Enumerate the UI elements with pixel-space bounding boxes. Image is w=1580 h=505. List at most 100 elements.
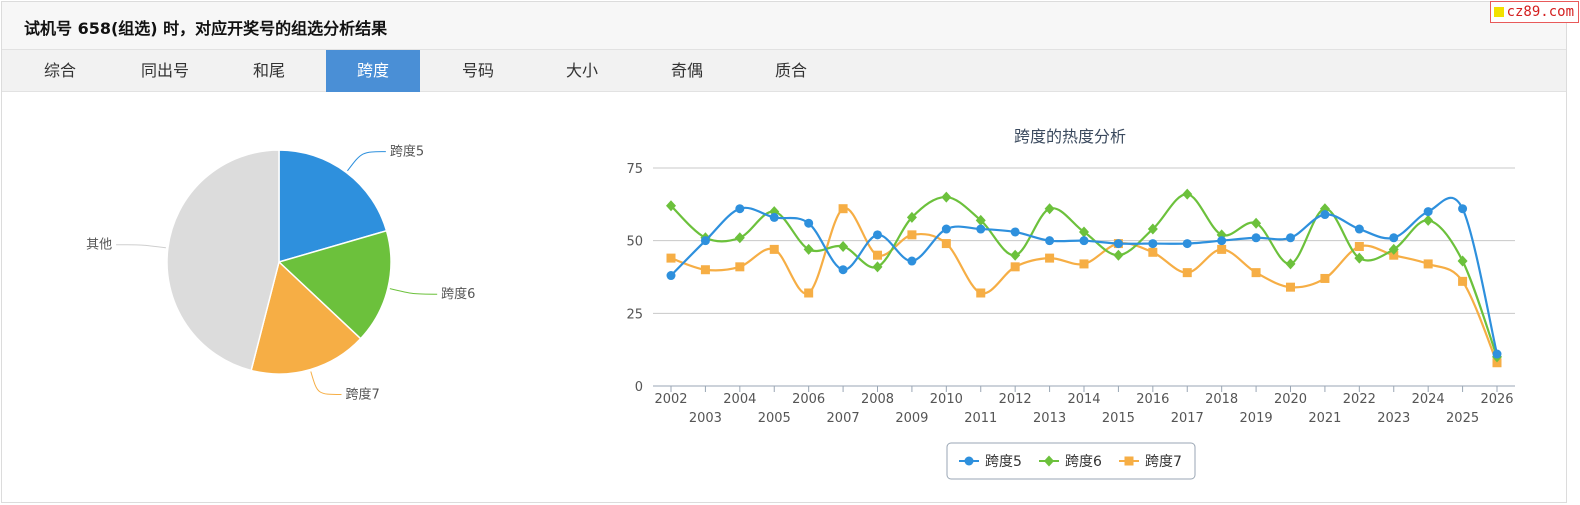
tab-numbers[interactable]: 号码 <box>461 61 494 80</box>
data-point <box>941 191 952 203</box>
data-point <box>1147 223 1158 235</box>
data-point <box>1251 217 1262 229</box>
data-point <box>976 224 986 234</box>
watermark-text: cz89.com <box>1506 4 1574 20</box>
panel-header: 试机号 658(组选) 时，对应开奖号的组选分析结果 <box>2 2 1566 50</box>
x-tick-label: 2020 <box>1274 392 1307 407</box>
data-point <box>1079 236 1089 246</box>
data-point <box>907 256 917 266</box>
data-point <box>1285 258 1296 270</box>
data-point <box>838 265 848 275</box>
legend-item: 跨度7 <box>1119 454 1182 470</box>
y-tick-label: 75 <box>626 162 643 177</box>
legend-label: 跨度5 <box>985 454 1022 470</box>
data-point <box>838 240 849 252</box>
data-point <box>666 200 676 212</box>
data-point <box>1389 250 1399 260</box>
data-point <box>700 265 710 275</box>
data-point <box>1320 273 1330 283</box>
pie-label-connector <box>389 288 438 295</box>
series-group <box>666 204 1502 368</box>
x-tick-label: 2026 <box>1480 392 1513 407</box>
x-tick-label: 2016 <box>1136 392 1169 407</box>
y-tick-label: 25 <box>626 307 643 322</box>
legend-label: 跨度7 <box>1145 454 1182 470</box>
data-point <box>1286 282 1295 292</box>
data-point <box>1354 241 1364 251</box>
pie-label-connector <box>347 151 386 172</box>
tab-big-small[interactable]: 大小 <box>565 61 598 80</box>
x-tick-label: 2011 <box>964 411 997 426</box>
data-point <box>735 204 745 214</box>
x-tick-label: 2003 <box>689 411 722 426</box>
span-pie-chart: 跨度5 跨度6 跨度7 其他 <box>86 144 475 403</box>
data-point <box>976 288 986 298</box>
span-heat-line-chart: 跨度的热度分析025507520022003200420052006200720… <box>626 127 1515 480</box>
data-point <box>1217 236 1227 246</box>
data-point <box>872 261 883 273</box>
data-point <box>734 232 745 244</box>
tab-bar: 综合 同出号 和尾 跨度 号码 大小 奇偶 质合 <box>2 50 1566 92</box>
data-point <box>1010 249 1021 261</box>
data-point <box>1492 358 1502 368</box>
x-tick-label: 2002 <box>654 392 687 407</box>
data-point <box>1113 239 1123 249</box>
x-tick-label: 2006 <box>792 392 825 407</box>
data-point <box>964 456 974 466</box>
data-point <box>769 212 779 222</box>
x-tick-label: 2004 <box>723 392 756 407</box>
data-point <box>1354 252 1365 264</box>
data-point <box>907 230 917 240</box>
pie-slice-label: 其他 <box>86 238 112 253</box>
tab-span[interactable]: 跨度 <box>326 50 420 92</box>
x-tick-label: 2017 <box>1171 411 1204 426</box>
data-point <box>804 218 814 228</box>
data-point <box>1423 259 1433 269</box>
data-point <box>1389 233 1399 243</box>
data-point <box>1457 255 1468 267</box>
pie-slice-label: 跨度5 <box>390 144 424 160</box>
data-point <box>1286 233 1295 243</box>
legend-item: 跨度6 <box>1039 454 1102 470</box>
data-point <box>975 214 986 226</box>
pie-slice <box>166 149 280 372</box>
series-group <box>666 196 1502 359</box>
x-tick-label: 2019 <box>1240 411 1273 426</box>
data-point <box>1458 276 1468 286</box>
data-point <box>769 206 780 218</box>
pie-slice <box>250 260 362 375</box>
data-point <box>1423 214 1434 226</box>
x-tick-label: 2014 <box>1067 392 1100 407</box>
data-point <box>1251 233 1261 243</box>
x-tick-label: 2018 <box>1205 392 1238 407</box>
tab-sum-tail[interactable]: 和尾 <box>252 61 285 80</box>
data-point <box>1044 203 1055 215</box>
tab-prime-composite[interactable]: 质合 <box>774 61 807 80</box>
data-point <box>838 204 848 214</box>
data-point <box>1182 268 1192 278</box>
logo-square-icon <box>1493 7 1504 17</box>
data-point <box>1044 455 1054 467</box>
chart-title: 跨度的热度分析 <box>1014 127 1126 146</box>
site-watermark: cz89.com <box>1489 1 1579 23</box>
data-point <box>803 243 814 255</box>
data-point <box>666 271 676 281</box>
data-point <box>804 288 814 298</box>
data-point <box>1354 224 1364 234</box>
tab-odd-even[interactable]: 奇偶 <box>670 61 703 80</box>
tab-composite[interactable]: 综合 <box>43 61 76 80</box>
data-point <box>1217 244 1227 254</box>
pie-label-connector <box>116 244 166 249</box>
tab-same-numbers[interactable]: 同出号 <box>140 61 189 80</box>
legend-label: 跨度6 <box>1065 454 1102 470</box>
x-tick-label: 2024 <box>1412 392 1445 407</box>
data-point <box>1010 262 1020 272</box>
pie-slice-label: 跨度7 <box>346 387 380 403</box>
pie-label-connector <box>310 371 342 396</box>
data-point <box>1251 268 1261 278</box>
x-tick-label: 2013 <box>1033 411 1066 426</box>
data-point <box>1079 226 1089 238</box>
x-tick-label: 2025 <box>1446 411 1479 426</box>
data-point <box>906 211 917 223</box>
